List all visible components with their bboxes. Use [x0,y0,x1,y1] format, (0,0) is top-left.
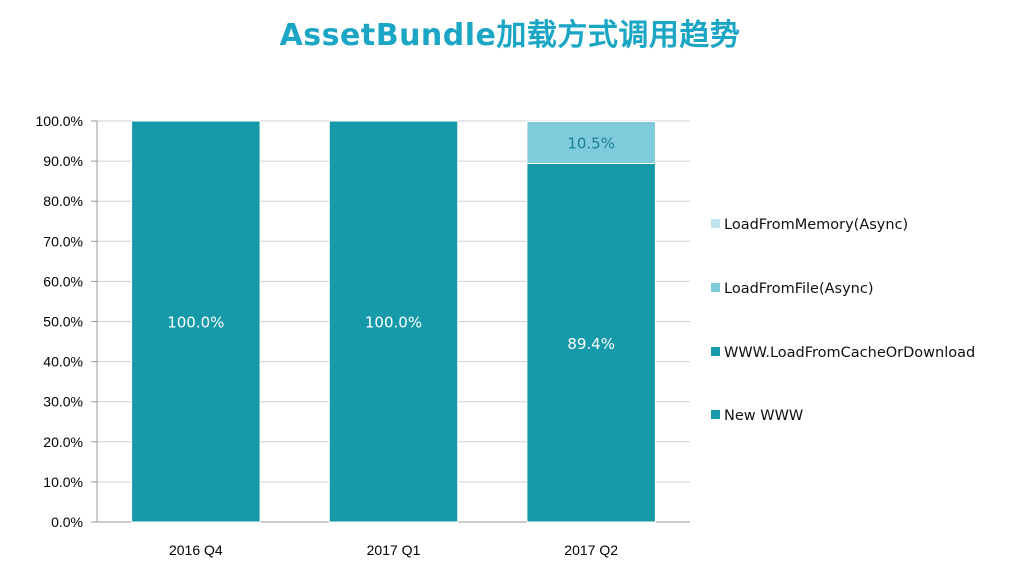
legend-label: LoadFromMemory(Async) [724,217,908,233]
legend-swatch [711,283,720,292]
data-label: 100.0% [167,314,224,332]
y-tick-label: 90.0% [43,153,83,169]
x-category-label: 2017 Q1 [367,542,421,558]
y-tick-label: 70.0% [43,233,83,249]
data-label: 100.0% [365,314,422,332]
y-tick-label: 80.0% [43,193,83,209]
y-tick-label: 20.0% [43,434,83,450]
bar-segment [526,120,656,165]
legend-label: LoadFromFile(Async) [724,281,874,297]
x-category-label: 2017 Q2 [564,542,618,558]
legend-swatch [711,347,720,356]
legend-label: WWW.LoadFromCacheOrDownload [724,345,975,361]
data-labels: 100.0% 100.0% 89.4% 10.5% [167,134,615,352]
bar-segment [328,120,459,523]
bars [131,120,656,523]
legend-swatch [711,410,720,419]
data-label: 89.4% [567,335,615,353]
legend-swatch [711,219,720,228]
y-tick-label: 10.0% [43,474,83,490]
y-tick-label: 30.0% [43,394,83,410]
bar-segment [131,120,261,523]
y-tick-label: 40.0% [43,354,83,370]
x-category-label: 2016 Q4 [169,542,223,558]
y-tick-label: 0.0% [51,514,83,530]
legend: LoadFromMemory(Async) LoadFromFile(Async)… [711,217,975,424]
y-tick-label: 50.0% [43,314,83,330]
y-tick-label: 60.0% [43,273,83,289]
y-tick-label: 100.0% [36,113,83,129]
bar-segment [526,163,656,523]
axes: 0.0% 10.0% 20.0% 30.0% 40.0% 50.0% 60.0% 70.0% 8… [36,113,690,558]
data-label: 10.5% [567,134,615,152]
chart-title: AssetBundle加载方式调用趋势 [279,18,741,53]
legend-label: New WWW [724,408,803,424]
